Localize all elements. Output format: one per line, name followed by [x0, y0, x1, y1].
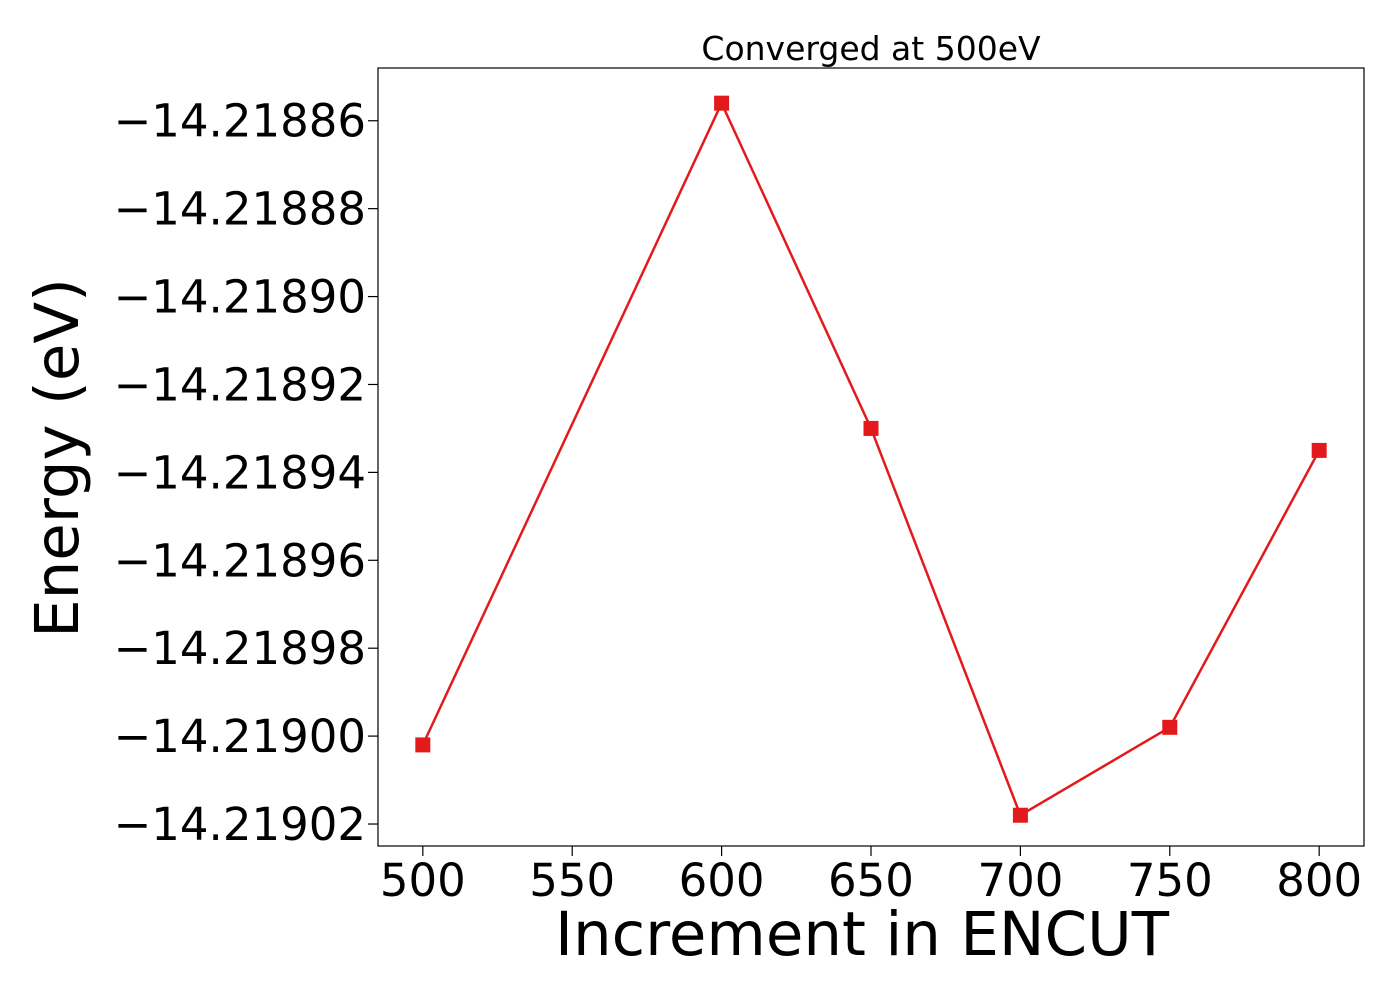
- y-tick-label: −14.21888: [114, 183, 366, 236]
- data-point-marker: [714, 95, 730, 111]
- y-tick-label: −14.21894: [114, 446, 366, 499]
- x-tick-label: 500: [380, 854, 466, 907]
- series-line: [421, 100, 1321, 818]
- chart-title: Converged at 500eV: [701, 29, 1041, 68]
- y-axis-label: Energy (eV): [22, 278, 93, 638]
- x-tick-label: 600: [679, 854, 765, 907]
- data-point-marker: [1311, 442, 1327, 458]
- data-point-marker: [1012, 807, 1028, 823]
- x-tick-label: 550: [529, 854, 615, 907]
- x-tick-label: 800: [1276, 854, 1362, 907]
- data-point-marker: [415, 737, 431, 753]
- y-tick-label: −14.21898: [114, 622, 366, 675]
- y-tick-label: −14.21896: [114, 534, 366, 587]
- data-point-marker: [863, 420, 879, 436]
- x-tick-label: 750: [1127, 854, 1213, 907]
- series-layer: [415, 95, 1327, 823]
- x-axis-ticks: 500 550 600 650 700 750 800: [380, 846, 1362, 907]
- x-axis-label: Increment in ENCUT: [555, 899, 1170, 970]
- x-tick-label: 650: [828, 854, 914, 907]
- y-tick-label: −14.21892: [114, 358, 366, 411]
- y-tick-label: −14.21886: [114, 95, 366, 148]
- y-axis-ticks: −14.21886 −14.21888 −14.21890 −14.21892 −14.…: [114, 95, 378, 851]
- y-tick-label: −14.21902: [114, 798, 366, 851]
- x-tick-label: 700: [977, 854, 1063, 907]
- y-tick-label: −14.21890: [114, 271, 366, 324]
- y-tick-label: −14.21900: [114, 710, 366, 763]
- plot-area-frame: [377, 67, 1365, 847]
- data-point-marker: [1162, 719, 1178, 735]
